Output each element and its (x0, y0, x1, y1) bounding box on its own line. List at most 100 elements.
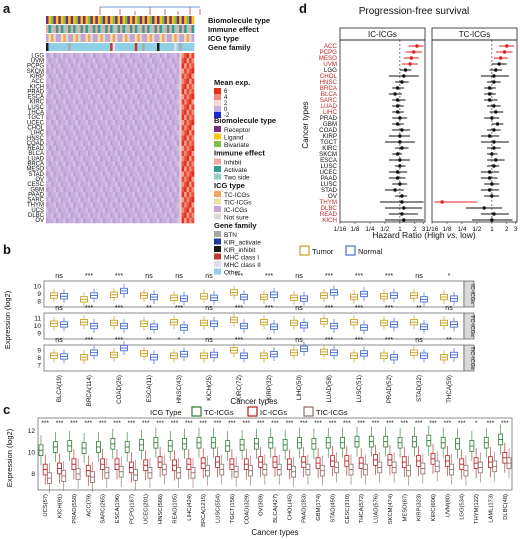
heatmap-cell (107, 212, 111, 219)
heatmap-cell (164, 89, 168, 95)
heatmap-cell (157, 176, 160, 183)
legend-swatch (214, 246, 221, 252)
heatmap-cell (154, 140, 158, 147)
annotation-cell (124, 34, 128, 42)
annotation-cell (87, 43, 91, 51)
heatmap-cell (53, 73, 57, 80)
heatmap-cell (161, 192, 165, 198)
heatmap-cell (46, 186, 49, 193)
heatmap-cell (164, 53, 168, 59)
heatmap-cell (97, 217, 101, 224)
heatmap-cell (184, 119, 187, 126)
heatmap-cell (134, 73, 138, 80)
heatmap-cell (159, 89, 163, 95)
y-tick-label: 9 (37, 347, 41, 354)
heatmap-cell (60, 140, 64, 147)
heatmap-cell (105, 125, 108, 131)
heatmap-cell (60, 186, 64, 193)
heatmap-cell (55, 63, 59, 69)
heatmap-cell (124, 109, 128, 116)
heatmap-cell (68, 89, 71, 95)
heatmap-cell (142, 63, 145, 69)
heatmap-cell (174, 114, 178, 121)
heatmap-cell (137, 217, 141, 224)
heatmap-cell (78, 68, 81, 74)
heatmap-cell (149, 181, 153, 188)
heatmap-cell (132, 119, 136, 126)
x-tick-label: LUSC(51) (356, 375, 363, 403)
heatmap-cell (176, 166, 180, 172)
heatmap-cell (174, 212, 178, 219)
heatmap-cell (161, 197, 165, 203)
x-tick-label: HNSC(43) (176, 375, 183, 404)
x-tick-label: COAD(26) (116, 375, 123, 404)
hr-point (400, 212, 404, 216)
heatmap-cell (122, 145, 126, 152)
x-tick-label: LUAD(576) (374, 494, 380, 523)
heatmap-cell (68, 94, 71, 100)
heatmap-cell (60, 176, 64, 183)
heatmap-cell (181, 156, 185, 162)
heatmap-cell (78, 89, 81, 95)
hr-point (395, 98, 400, 102)
cancer-type-label: PAAD (321, 175, 338, 182)
heatmap-cell (176, 125, 180, 131)
heatmap-cell (186, 73, 190, 80)
heatmap-cell (58, 197, 62, 203)
heatmap-cell (122, 63, 126, 69)
heatmap-cell (152, 89, 155, 95)
heatmap-cell (73, 202, 76, 208)
heatmap-cell (142, 197, 145, 203)
heatmap-cell (53, 145, 57, 152)
heatmap-cell (107, 217, 111, 224)
heatmap-cell (127, 63, 131, 69)
heatmap-cell (124, 89, 128, 95)
heatmap-cell (50, 99, 54, 105)
heatmap-cell (90, 181, 94, 188)
heatmap-cell (132, 192, 136, 198)
heatmap-cell (149, 125, 153, 131)
heatmap-cell (87, 73, 91, 80)
heatmap-cell (46, 58, 49, 64)
heatmap-cell (122, 197, 126, 203)
heatmap-cell (92, 104, 96, 110)
heatmap-cell (161, 150, 165, 157)
heatmap-cell (152, 166, 155, 172)
heatmap-cell (142, 150, 145, 157)
annotation-cell (97, 16, 101, 24)
heatmap-cell (83, 68, 86, 74)
significance-label: *** (175, 305, 183, 312)
heatmap-cell (144, 186, 148, 193)
x-tick-label: KIRP(32) (266, 375, 273, 400)
heatmap-cell (63, 130, 67, 136)
legend-swatch (214, 198, 221, 205)
heatmap-cell (70, 68, 74, 74)
heatmap-cell (73, 53, 76, 59)
heatmap-cell (157, 140, 160, 147)
heatmap-cell (60, 161, 64, 167)
heatmap-cell (191, 166, 195, 172)
heatmap-cell (166, 104, 170, 110)
heatmap-cell (142, 186, 145, 193)
heatmap-cell (124, 68, 128, 74)
heatmap-cell (68, 217, 71, 224)
heatmap-cell (68, 63, 71, 69)
heatmap-cell (115, 125, 118, 131)
heatmap-cell (97, 166, 101, 172)
heatmap-cell (112, 181, 116, 188)
heatmap-cell (70, 78, 74, 85)
heatmap-cell (50, 145, 54, 152)
heatmap-cell (161, 130, 165, 136)
heatmap-cell (68, 73, 71, 80)
heatmap-cell (127, 68, 131, 74)
heatmap-cell (139, 63, 143, 69)
heatmap-cell (186, 109, 190, 116)
heatmap-cell (137, 140, 141, 147)
heatmap-cell (63, 109, 67, 116)
heatmap-cell (115, 119, 118, 126)
heatmap-cell (120, 89, 123, 95)
heatmap-cell (134, 53, 138, 59)
track-label: Biomolecule type (208, 16, 270, 25)
heatmap-cell (80, 83, 84, 90)
heatmap-cell (161, 217, 165, 224)
